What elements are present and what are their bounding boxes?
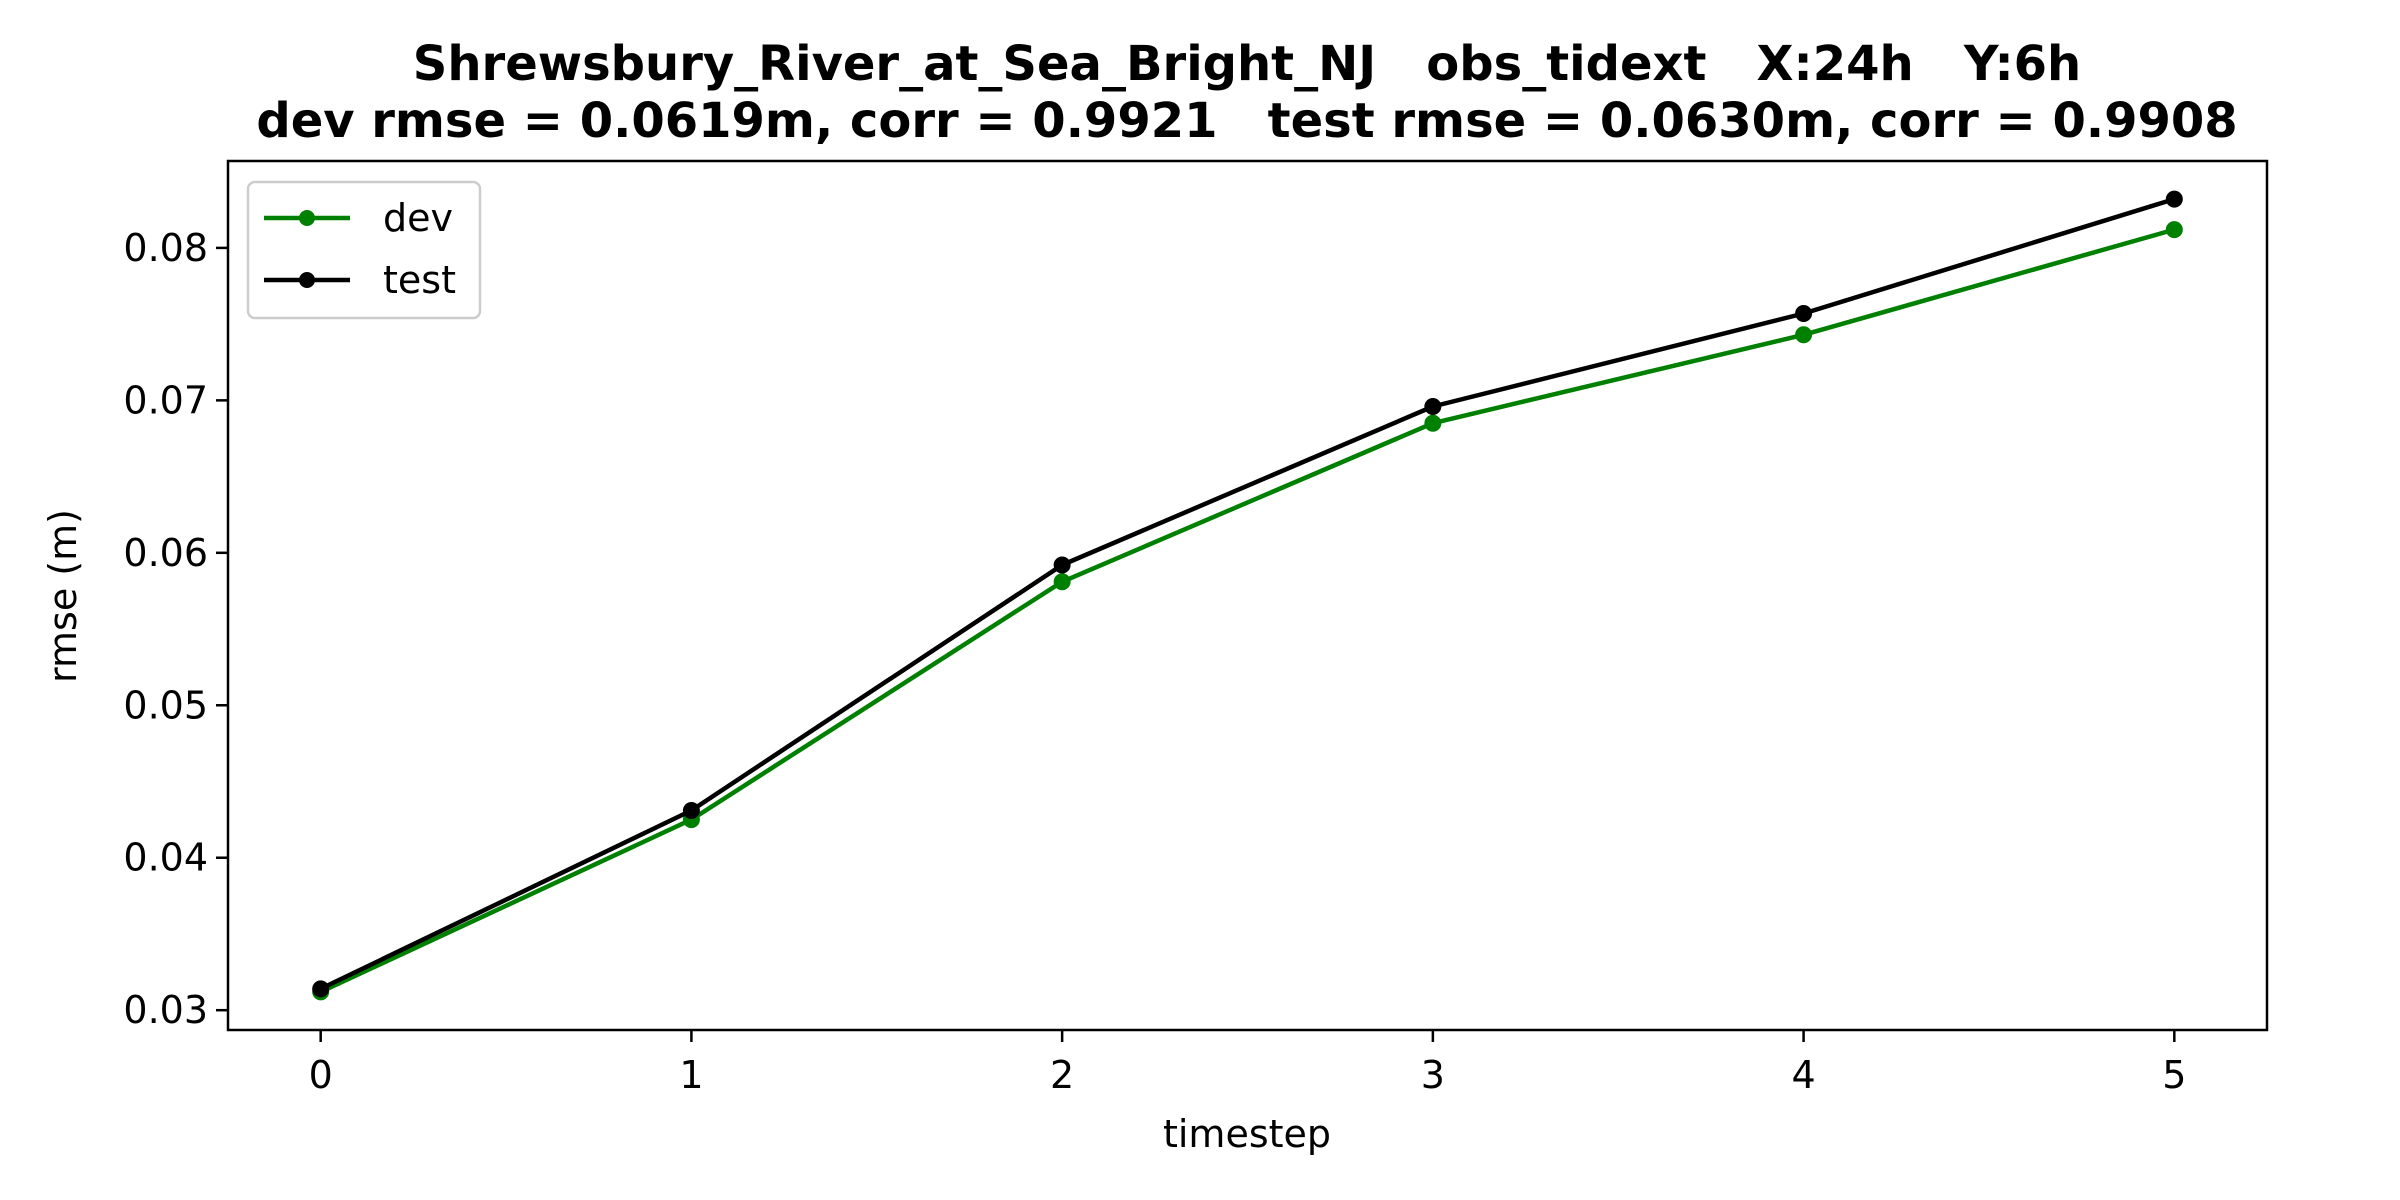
data-point-test [1424, 397, 1442, 415]
y-tick-label: 0.08 [123, 226, 208, 270]
plot-area-frame [226, 159, 2269, 1032]
x-tick-label: 3 [1421, 1053, 1445, 1097]
data-point-test [2165, 190, 2183, 208]
y-axis-ticks: 0.03 0.04 0.05 0.06 0.07 0.08 [123, 226, 228, 1032]
legend-label-test: test [383, 258, 456, 302]
x-tick-label: 2 [1050, 1053, 1074, 1097]
data-point-dev [2165, 221, 2183, 239]
x-axis-label: timestep [1163, 1112, 1331, 1156]
y-tick-label: 0.03 [123, 988, 208, 1032]
legend-marker-test [299, 272, 315, 288]
data-point-dev [1424, 414, 1442, 432]
series-layer [312, 190, 2183, 1001]
data-point-test [682, 801, 700, 819]
chart-title: Shrewsbury_River_at_Sea_Bright_NJ obs_ti… [413, 36, 2081, 92]
y-tick-label: 0.05 [123, 683, 208, 727]
legend-label-dev: dev [383, 196, 453, 240]
x-tick-label: 4 [1791, 1053, 1815, 1097]
series-line-dev [317, 226, 2178, 995]
data-point-test [1053, 556, 1071, 574]
x-tick-label: 1 [679, 1053, 703, 1097]
series-line-test [317, 196, 2178, 992]
chart-subtitle: dev rmse = 0.0619m, corr = 0.9921 test r… [256, 93, 2237, 149]
data-point-dev [1795, 326, 1813, 344]
legend: dev test [246, 180, 482, 320]
y-tick-label: 0.04 [123, 836, 208, 880]
legend-items: dev test [264, 196, 456, 302]
x-axis-ticks: 0 1 2 3 4 5 [309, 1030, 2186, 1097]
x-tick-label: 5 [2162, 1053, 2186, 1097]
y-axis-label: rmse (m) [41, 509, 85, 683]
y-tick-label: 0.07 [123, 378, 208, 422]
x-tick-label: 0 [309, 1053, 333, 1097]
data-point-test [1795, 304, 1813, 322]
y-tick-label: 0.06 [123, 531, 208, 575]
data-point-dev [1053, 573, 1071, 591]
legend-marker-dev [299, 210, 315, 226]
data-point-test [312, 980, 330, 998]
